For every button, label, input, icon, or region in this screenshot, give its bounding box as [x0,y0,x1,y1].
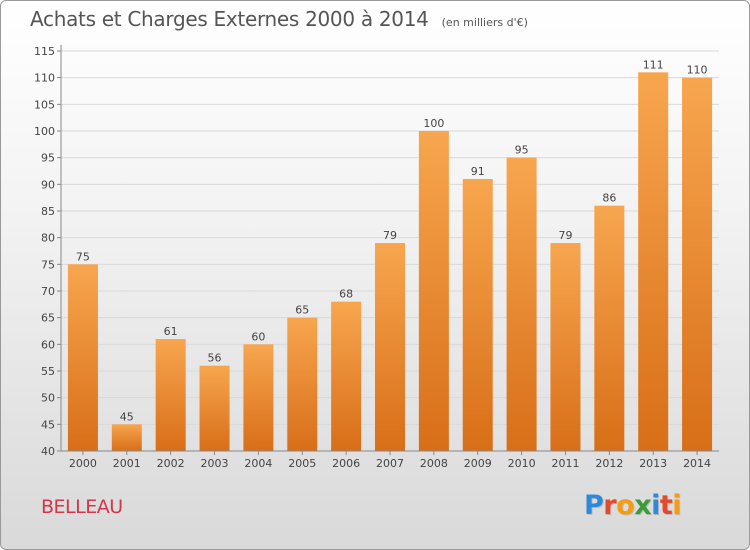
bar [67,264,98,451]
bar [375,243,405,451]
data-label: 56 [208,352,222,365]
data-label: 86 [602,192,616,205]
data-label: 61 [164,325,178,338]
bars [67,72,713,452]
y-tick-label: 85 [41,205,55,218]
data-label: 79 [383,229,397,242]
bar [550,243,581,451]
data-label: 110 [687,64,708,77]
y-tick-label: 45 [41,418,55,431]
bar [594,205,625,451]
y-tick-label: 50 [41,392,55,405]
x-tick-label: 2009 [464,457,492,470]
y-tick-label: 100 [34,125,55,138]
axes: 40 45 50 55 60 65 70 75 80 85 90 95 100 105 110 115 2000… [34,45,719,470]
x-tick-label: 2001 [113,457,141,470]
logo-letter: r [603,490,617,521]
y-tick-label: 105 [34,98,55,111]
y-tick-label: 60 [41,338,55,351]
bar [111,424,142,451]
bar [682,77,713,452]
x-tick-label: 2000 [69,457,97,470]
chart-title: Achats et Charges Externes 2000 à 2014 [30,7,429,31]
bar [418,131,449,451]
bar [331,301,362,451]
title-row: Achats et Charges Externes 2000 à 2014 (… [30,7,528,31]
logo-letter: o [616,490,635,521]
logo-letter: t [659,490,673,521]
data-label: 45 [120,410,134,423]
y-tick-label: 40 [41,445,55,458]
y-tick-label: 55 [41,365,55,378]
logo-letter: i [672,490,682,521]
data-label: 75 [76,250,90,263]
y-tick-label: 75 [41,258,55,271]
data-labels: 75 45 61 56 60 65 68 79 100 91 95 79 86 111 110 [76,58,708,423]
bar [287,317,318,451]
data-label: 79 [558,229,572,242]
y-tick-label: 110 [34,72,55,85]
bar [243,344,274,451]
x-tick-label: 2007 [376,457,404,470]
x-tick-label: 2013 [639,457,667,470]
y-tick-label: 80 [41,232,55,245]
x-tick-label: 2004 [244,457,272,470]
x-tick-label: 2011 [551,457,579,470]
y-tick-label: 90 [41,178,55,191]
x-tick-label: 2005 [288,457,316,470]
x-tick-label: 2010 [508,457,536,470]
proxiti-logo: Proxiti [584,490,682,521]
logo-letter: P [584,490,604,521]
data-label: 65 [295,304,309,317]
data-label: 100 [423,117,444,130]
bar [506,157,537,451]
x-tick-label: 2003 [201,457,229,470]
bar [155,339,186,451]
y-tick-label: 65 [41,312,55,325]
logo-letter: i [651,490,660,521]
x-tick-label: 2002 [157,457,185,470]
bar [462,179,493,451]
y-tick-label: 115 [34,45,55,58]
x-tick-label: 2006 [332,457,360,470]
x-tick-label: 2012 [595,457,623,470]
data-label: 111 [643,58,664,71]
x-tick-label: 2008 [420,457,448,470]
data-label: 91 [471,165,485,178]
bar [199,365,230,451]
x-tick-label: 2014 [683,457,711,470]
place-name: BELLEAU [41,496,123,518]
data-label: 95 [515,144,529,157]
chart-subtitle: (en milliers d'€) [441,16,528,29]
data-label: 60 [251,330,265,343]
y-tick-label: 95 [41,152,55,165]
logo-letter: x [634,490,652,521]
y-tick-label: 70 [41,285,55,298]
data-label: 68 [339,288,353,301]
bar [638,72,669,451]
